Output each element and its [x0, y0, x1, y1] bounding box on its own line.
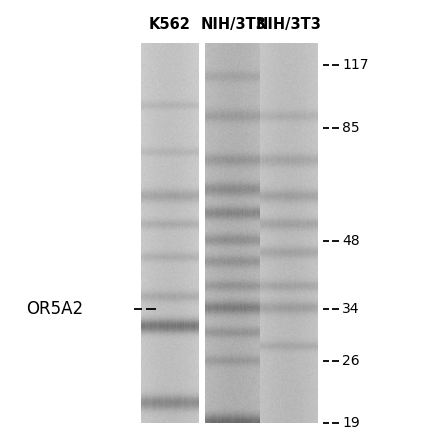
Text: OR5A2: OR5A2 — [26, 299, 84, 318]
Text: 85: 85 — [342, 121, 360, 135]
Text: 34: 34 — [342, 302, 360, 316]
Text: K562: K562 — [148, 17, 191, 32]
Text: 19: 19 — [342, 416, 360, 430]
Text: 26: 26 — [342, 355, 360, 368]
Text: 117: 117 — [342, 58, 369, 72]
Text: 48: 48 — [342, 234, 360, 247]
Text: NIH/3T3: NIH/3T3 — [255, 17, 321, 32]
Text: NIH/3T3: NIH/3T3 — [200, 17, 266, 32]
